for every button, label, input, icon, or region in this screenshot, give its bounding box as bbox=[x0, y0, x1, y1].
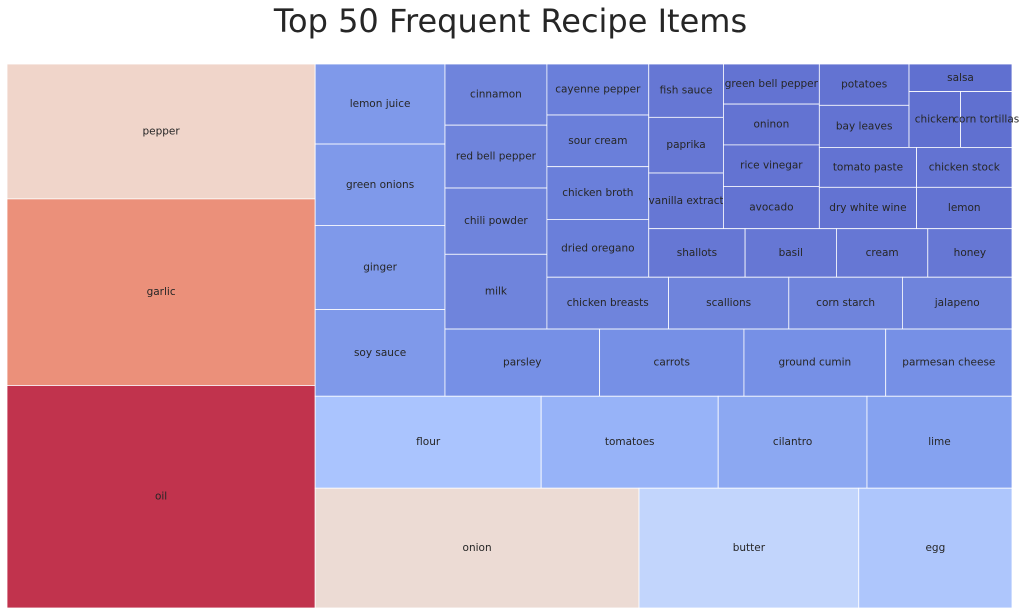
tile-label-green-bell-pepper: green bell pepper bbox=[725, 78, 819, 90]
tile-label-lemon-juice: lemon juice bbox=[350, 98, 411, 110]
tile-chicken bbox=[908, 91, 961, 148]
tile-ground-cumin bbox=[743, 328, 887, 397]
tile-corn-starch bbox=[788, 276, 903, 330]
tile-label-red-bell-pepper: red bell pepper bbox=[456, 151, 537, 163]
tile-label-milk: milk bbox=[485, 286, 508, 298]
tile-label-parsley: parsley bbox=[503, 357, 541, 369]
tile-oninon bbox=[723, 103, 820, 146]
tile-label-paprika: paprika bbox=[666, 139, 705, 151]
tile-label-ground-cumin: ground cumin bbox=[778, 357, 851, 369]
tile-vanilla-extract bbox=[648, 172, 724, 230]
tile-label-fish-sauce: fish sauce bbox=[660, 85, 713, 97]
tile-honey bbox=[927, 228, 1013, 278]
tile-cinnamon bbox=[444, 63, 548, 126]
tile-label-soy-sauce: soy sauce bbox=[354, 347, 406, 359]
tile-label-chili-powder: chili powder bbox=[464, 215, 528, 227]
tile-label-basil: basil bbox=[779, 247, 803, 259]
tile-label-corn-starch: corn starch bbox=[816, 297, 875, 309]
tile-label-green-onions: green onions bbox=[346, 179, 414, 191]
tile-label-sour-cream: sour cream bbox=[568, 135, 627, 147]
tile-chili-powder bbox=[444, 187, 548, 255]
tile-label-oil: oil bbox=[155, 491, 167, 503]
tile-chicken-breasts bbox=[546, 276, 669, 330]
tile-label-cream: cream bbox=[866, 247, 899, 259]
tile-label-corn-tortillas: corn tortillas bbox=[953, 114, 1019, 126]
tile-tomatoes bbox=[540, 395, 719, 489]
tile-sour-cream bbox=[546, 114, 650, 168]
tile-dry-white-wine bbox=[818, 186, 917, 230]
tile-paprika bbox=[648, 116, 724, 174]
tile-rice-vinegar bbox=[723, 144, 820, 187]
tile-label-dry-white-wine: dry white wine bbox=[829, 202, 906, 214]
tile-dried-oregano bbox=[546, 219, 650, 278]
tile-label-chicken-stock: chicken stock bbox=[929, 161, 1001, 173]
tile-parmesan-cheese bbox=[885, 328, 1013, 397]
tile-green-bell-pepper bbox=[723, 63, 820, 105]
tile-label-salsa: salsa bbox=[947, 72, 974, 84]
tile-flour bbox=[314, 395, 542, 489]
tile-egg bbox=[858, 487, 1013, 609]
tile-label-rice-vinegar: rice vinegar bbox=[740, 160, 803, 172]
tile-lemon bbox=[916, 186, 1013, 230]
tile-corn-tortillas bbox=[960, 91, 1013, 148]
tile-label-flour: flour bbox=[416, 436, 441, 448]
tile-soy-sauce bbox=[314, 309, 446, 397]
tile-pepper bbox=[6, 63, 316, 200]
tile-label-potatoes: potatoes bbox=[841, 79, 887, 91]
tile-label-garlic: garlic bbox=[147, 286, 176, 298]
tile-label-bay-leaves: bay leaves bbox=[836, 120, 893, 132]
tile-label-chicken-broth: chicken broth bbox=[562, 187, 633, 199]
tile-oil bbox=[6, 385, 316, 609]
tile-label-pepper: pepper bbox=[142, 125, 180, 137]
tile-chicken-stock bbox=[916, 147, 1013, 188]
tile-label-chicken: chicken bbox=[915, 114, 955, 126]
tile-label-chicken-breasts: chicken breasts bbox=[567, 297, 649, 309]
tile-label-onion: onion bbox=[463, 542, 492, 554]
tile-red-bell-pepper bbox=[444, 124, 548, 189]
tile-carrots bbox=[599, 328, 745, 397]
tile-potatoes bbox=[818, 63, 910, 106]
tile-label-dried-oregano: dried oregano bbox=[561, 242, 635, 254]
tile-label-lemon: lemon bbox=[948, 202, 981, 214]
tile-label-butter: butter bbox=[733, 542, 766, 554]
tile-label-cinnamon: cinnamon bbox=[470, 89, 522, 101]
tile-garlic bbox=[6, 198, 316, 386]
tile-label-honey: honey bbox=[954, 247, 986, 259]
tile-label-tomatoes: tomatoes bbox=[605, 436, 655, 448]
tile-label-cayenne-pepper: cayenne pepper bbox=[555, 84, 641, 96]
tile-bay-leaves bbox=[818, 104, 910, 148]
tile-label-carrots: carrots bbox=[654, 357, 690, 369]
tile-label-scallions: scallions bbox=[706, 297, 751, 309]
tile-lime bbox=[866, 395, 1013, 489]
tile-label-egg: egg bbox=[925, 542, 945, 554]
tile-label-jalapeno: jalapeno bbox=[934, 297, 980, 309]
tile-jalapeno bbox=[902, 276, 1013, 330]
tile-salsa bbox=[908, 63, 1013, 92]
tile-butter bbox=[638, 487, 860, 609]
tile-avocado bbox=[723, 186, 820, 230]
tile-label-shallots: shallots bbox=[677, 247, 717, 259]
tile-label-oninon: oninon bbox=[754, 118, 790, 130]
tile-cilantro bbox=[717, 395, 868, 489]
tile-label-ginger: ginger bbox=[363, 261, 397, 273]
tile-label-parmesan-cheese: parmesan cheese bbox=[902, 357, 995, 369]
tile-label-lime: lime bbox=[928, 436, 951, 448]
tile-fish-sauce bbox=[648, 63, 724, 118]
tile-label-vanilla-extract: vanilla extract bbox=[649, 195, 724, 207]
tile-lemon-juice bbox=[314, 63, 446, 145]
tile-onion bbox=[314, 487, 640, 609]
tile-label-cilantro: cilantro bbox=[773, 436, 812, 448]
chart-title: Top 50 Frequent Recipe Items bbox=[273, 2, 748, 40]
tile-label-tomato-paste: tomato paste bbox=[833, 161, 903, 173]
tile-chicken-broth bbox=[546, 166, 650, 220]
tile-label-avocado: avocado bbox=[749, 202, 793, 214]
tile-cayenne-pepper bbox=[546, 63, 650, 116]
